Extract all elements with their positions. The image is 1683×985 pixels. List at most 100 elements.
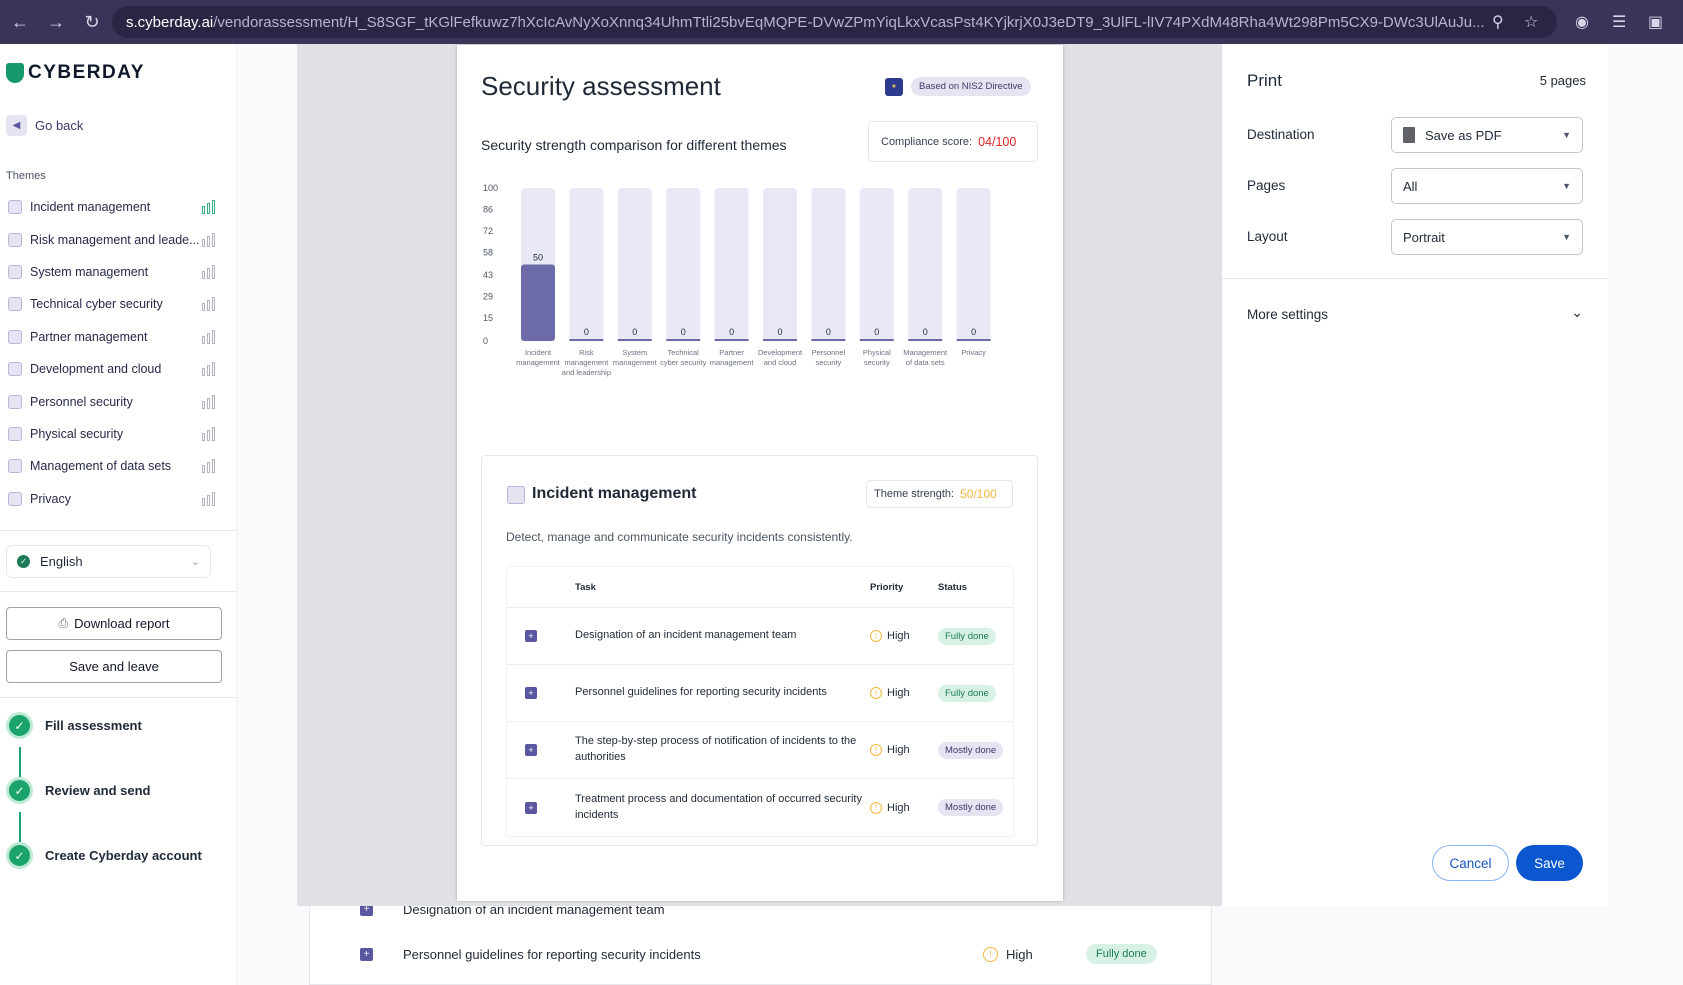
sidebar-theme-item[interactable]: Privacy bbox=[0, 483, 226, 515]
theme-label: Physical security bbox=[30, 426, 124, 441]
theme-label: Technical cyber security bbox=[30, 297, 163, 312]
sidebar-theme-item[interactable]: Development and cloud bbox=[0, 353, 226, 385]
expand-icon[interactable]: + bbox=[525, 801, 537, 814]
data-label: 50 bbox=[533, 253, 543, 263]
language-select[interactable]: ✓ English ⌄ bbox=[6, 545, 211, 578]
task-text: The step-by-step process of notification… bbox=[575, 735, 857, 763]
data-label: 0 bbox=[729, 327, 734, 337]
divider bbox=[0, 591, 237, 592]
forward-arrow-icon[interactable]: → bbox=[47, 11, 65, 32]
bar-chart-icon bbox=[202, 264, 216, 279]
task-table: Task Priority Status + Designation of an … bbox=[506, 566, 1014, 837]
download-report-button[interactable]: ⎙ Download report bbox=[6, 607, 222, 640]
cancel-button[interactable]: Cancel bbox=[1432, 845, 1509, 881]
go-back-label: Go back bbox=[35, 118, 84, 133]
language-value: English bbox=[40, 554, 83, 569]
bar bbox=[956, 339, 991, 341]
bar-track bbox=[617, 188, 652, 341]
zoom-icon[interactable]: ⚲ bbox=[1492, 14, 1504, 31]
theme-icon bbox=[8, 329, 22, 344]
bar bbox=[714, 339, 749, 341]
expand-icon[interactable]: + bbox=[525, 630, 537, 642]
dropdown-arrow-icon: ▼ bbox=[1562, 130, 1571, 140]
save-and-leave-button[interactable]: Save and leave bbox=[6, 650, 222, 683]
bar-chart-icon bbox=[202, 394, 216, 409]
column-priority: Priority bbox=[870, 581, 904, 593]
theme-icon bbox=[8, 297, 22, 312]
task-text: Personnel guidelines for reporting secur… bbox=[575, 686, 827, 699]
sidebar-theme-item[interactable]: Technical cyber security bbox=[0, 288, 226, 320]
chevron-down-icon[interactable]: ⌄ bbox=[1571, 304, 1583, 320]
theme-icon bbox=[8, 491, 22, 506]
data-label: 0 bbox=[632, 327, 637, 337]
x-tick-label: Technical bbox=[668, 348, 700, 357]
sidebar-theme-item[interactable]: Partner management bbox=[0, 321, 226, 353]
print-settings-panel: Print 5 pages Destination Save as PDF ▼ … bbox=[1222, 44, 1608, 906]
step-fill-assessment[interactable]: ✓ Fill assessment bbox=[6, 712, 142, 739]
theme-strength-chart: 015294358728610050Incidentmanagement0Ris… bbox=[483, 183, 991, 377]
x-tick-label: management bbox=[613, 358, 658, 367]
x-tick-label: System bbox=[622, 348, 647, 357]
filter-icon[interactable]: ☰ bbox=[1612, 14, 1627, 31]
save-button[interactable]: Save bbox=[1516, 845, 1583, 881]
background-task-row: + Personnel guidelines for reporting sec… bbox=[330, 930, 1180, 978]
data-label: 0 bbox=[681, 327, 686, 337]
x-tick-label: Risk bbox=[579, 348, 594, 357]
reload-icon[interactable]: ↻ bbox=[84, 11, 100, 32]
status-badge: Fully done bbox=[938, 684, 996, 702]
priority: ! High bbox=[870, 630, 938, 642]
data-label: 0 bbox=[874, 327, 879, 337]
sidebar-theme-item[interactable]: Management of data sets bbox=[0, 450, 226, 482]
extension-icon[interactable]: ◉ bbox=[1575, 14, 1589, 31]
more-settings-toggle[interactable]: More settings bbox=[1247, 307, 1329, 322]
sidebar-theme-item[interactable]: Risk management and leade... bbox=[0, 223, 226, 255]
theme-icon bbox=[8, 362, 22, 377]
layout-select[interactable]: Portrait ▼ bbox=[1391, 219, 1583, 255]
x-tick-label: and leadership bbox=[562, 368, 611, 377]
back-arrow-icon[interactable]: ← bbox=[11, 11, 29, 32]
cyberday-logo[interactable]: CYBERDAY bbox=[6, 62, 145, 84]
data-label: 0 bbox=[826, 327, 831, 337]
theme-icon bbox=[8, 394, 22, 409]
sidebar-theme-item[interactable]: System management bbox=[0, 256, 226, 288]
theme-icon bbox=[8, 200, 22, 215]
go-back-link[interactable]: ◀ Go back bbox=[6, 115, 83, 136]
bar-track bbox=[666, 188, 701, 341]
status-badge: Mostly done bbox=[938, 799, 1004, 816]
check-circle-icon: ✓ bbox=[6, 777, 33, 804]
theme-label: System management bbox=[30, 264, 149, 279]
url-host: s.cyberday.ai bbox=[126, 13, 214, 31]
y-tick-label: 72 bbox=[483, 226, 493, 236]
address-bar[interactable]: s.cyberday.ai /vendorassessment/H_S8SGF_… bbox=[112, 6, 1557, 38]
expand-icon[interactable]: + bbox=[525, 744, 537, 756]
pages-select[interactable]: All ▼ bbox=[1391, 168, 1583, 204]
print-title: Print bbox=[1247, 71, 1282, 90]
expand-icon[interactable]: + bbox=[525, 687, 537, 699]
theme-icon bbox=[8, 426, 22, 441]
step-review-and-send[interactable]: ✓ Review and send bbox=[6, 777, 150, 804]
bar-chart-icon bbox=[202, 232, 216, 247]
expand-icon[interactable]: + bbox=[360, 947, 373, 961]
url-path: /vendorassessment/H_S8SGF_tKGlFefkuwz7hX… bbox=[213, 13, 1485, 31]
status-badge: Fully done bbox=[1086, 944, 1157, 964]
document-icon bbox=[1403, 127, 1415, 143]
step-create-account[interactable]: ✓ Create Cyberday account bbox=[6, 842, 202, 869]
x-tick-label: Partner bbox=[719, 348, 744, 357]
dropdown-arrow-icon: ▼ bbox=[1562, 232, 1571, 242]
bar bbox=[763, 339, 797, 341]
theme-strength: Theme strength: 50/100 bbox=[866, 480, 1013, 508]
page-count: 5 pages bbox=[1539, 73, 1586, 88]
y-tick-label: 15 bbox=[483, 313, 493, 323]
step-connector bbox=[19, 812, 21, 842]
star-icon[interactable]: ☆ bbox=[1524, 14, 1539, 31]
profile-icon[interactable]: ▣ bbox=[1648, 14, 1664, 31]
destination-select[interactable]: Save as PDF ▼ bbox=[1391, 117, 1583, 153]
sidebar-theme-item[interactable]: Physical security bbox=[0, 418, 226, 450]
sidebar-theme-item[interactable]: Incident management bbox=[0, 191, 226, 223]
sidebar-theme-item[interactable]: Personnel security bbox=[0, 385, 226, 417]
data-label: 0 bbox=[923, 327, 928, 337]
eu-flag-icon: ★ bbox=[885, 77, 903, 96]
x-tick-label: management bbox=[565, 358, 610, 367]
priority-icon: ! bbox=[870, 630, 882, 642]
column-status: Status bbox=[938, 581, 968, 593]
